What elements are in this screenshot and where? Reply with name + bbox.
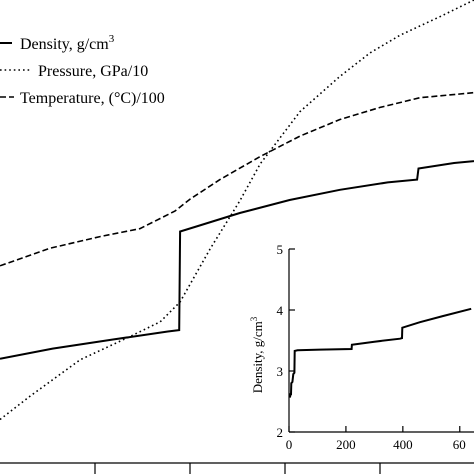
inset-y-tick-label: 3 [277, 364, 284, 379]
inset-y-axis-label: Density, g/cm3 [249, 316, 265, 393]
main-plot [0, 0, 474, 421]
legend: Density, g/cm3 Pressure, GPa/10 Temperat… [0, 33, 165, 107]
inset-x-tick-label: 60 [453, 437, 466, 452]
legend-label-density: Density, g/cm3 [20, 33, 115, 53]
inset-plot: 0 200 400 60 2 3 4 5 Density, g/cm3 [249, 242, 474, 452]
inset-x-tick-label: 0 [286, 437, 293, 452]
legend-label-temperature: Temperature, (°C)/100 [20, 90, 165, 107]
main-series-pressure [0, 0, 474, 421]
main-series-temperature [0, 91, 474, 267]
inset-y-tick-label: 5 [277, 242, 284, 257]
main-x-axis [0, 462, 474, 474]
inset-series [289, 307, 472, 398]
main-series-density [0, 160, 474, 360]
inset-x-tick-label: 400 [393, 437, 413, 452]
inset-x-tick-label: 200 [336, 437, 356, 452]
inset-y-tick-label: 4 [277, 303, 284, 318]
inset-series-density [289, 307, 472, 398]
legend-label-pressure: Pressure, GPa/10 [38, 63, 148, 80]
inset-ticks: 0 200 400 60 2 3 4 5 [277, 242, 466, 452]
inset-y-tick-label: 2 [277, 425, 284, 440]
